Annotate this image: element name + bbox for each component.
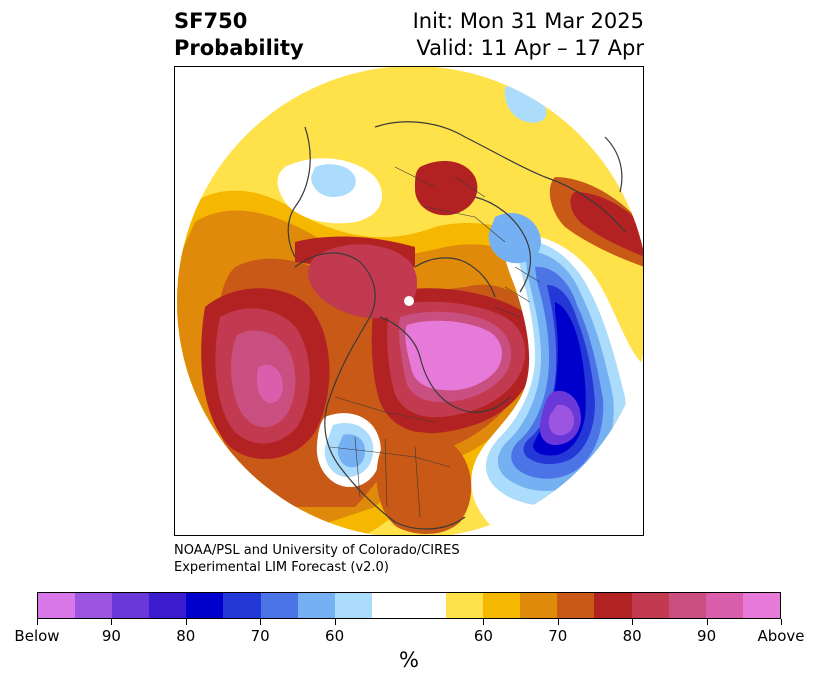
colorbar-tick [334, 619, 336, 625]
colorbar-units: % [399, 648, 419, 672]
credit-line-1: NOAA/PSL and University of Colorado/CIRE… [174, 543, 460, 558]
colorbar-tick [185, 619, 187, 625]
colorbar-segment [186, 593, 224, 618]
colorbar-segment [742, 593, 780, 618]
colorbar-segment [149, 593, 187, 618]
north-america-coast [294, 252, 466, 530]
contour-above-max-central [405, 320, 502, 391]
colorbar-segment [668, 593, 706, 618]
credit-line-2: Experimental LIM Forecast (v2.0) [174, 560, 389, 575]
date-block: Init: Mon 31 Mar 2025 Valid: 11 Apr – 17… [413, 8, 644, 62]
product-name: Probability [174, 36, 304, 60]
colorbar-segment [446, 593, 484, 618]
init-date: Init: Mon 31 Mar 2025 [412, 9, 644, 33]
map-title: SF750 Probability [174, 8, 304, 62]
colorbar-tick-label: Above [757, 627, 805, 645]
contour-below-60-europe [488, 213, 541, 264]
colorbar-tick-label: 60 [473, 627, 493, 645]
colorbar-segment [631, 593, 669, 618]
colorbar-tick [483, 619, 485, 625]
colorbar-tick [706, 619, 708, 625]
colorbar-tick [260, 619, 262, 625]
colorbar-segment [371, 593, 409, 618]
contour-above-75-us-south [376, 432, 472, 534]
colorbar-segment [557, 593, 595, 618]
colorbar-tick-label: 90 [697, 627, 717, 645]
variable-name: SF750 [174, 9, 248, 33]
colorbar-tick [111, 619, 113, 625]
colorbar-segment [260, 593, 298, 618]
colorbar-segment [112, 593, 150, 618]
contour-above-80-eurasia [415, 161, 478, 216]
china-coast [604, 136, 623, 193]
colorbar-segment [38, 593, 76, 618]
probability-map [177, 67, 643, 535]
colorbar-segment [334, 593, 372, 618]
eurasia-borders [394, 166, 506, 243]
colorbar-segment [223, 593, 261, 618]
colorbar-segment [483, 593, 521, 618]
contour-below-max-atlantic [548, 404, 574, 436]
credit-text: NOAA/PSL and University of Colorado/CIRE… [174, 542, 460, 576]
colorbar [37, 592, 781, 619]
colorbar-tick [781, 619, 782, 625]
hudson-bay-coast [379, 316, 511, 413]
borders [329, 166, 541, 518]
us-state-lines [329, 446, 451, 468]
valid-range: Valid: 11 Apr – 17 Apr [416, 36, 644, 60]
colorbar-segment [297, 593, 335, 618]
contour-below-light-asia [504, 85, 547, 123]
colorbar-tick [557, 619, 559, 625]
europe-borders [494, 266, 541, 318]
colorbar-tick-label: 70 [250, 627, 270, 645]
colorbar-tick-label: 80 [622, 627, 642, 645]
alaska-coast [287, 126, 311, 258]
contour-above-85-north [308, 244, 418, 319]
colorbar-tick [632, 619, 634, 625]
colorbar-segment [408, 593, 447, 618]
colorbar-tick [37, 619, 38, 625]
us-state-verticals [354, 436, 421, 518]
eurasia-coast [374, 121, 626, 233]
contour-above-max-pacific [257, 364, 283, 403]
europe-coast [474, 196, 532, 293]
map-panel [174, 66, 644, 536]
north-pole-marker [404, 296, 414, 306]
colorbar-tick-label: 60 [325, 627, 345, 645]
colorbar-segment [594, 593, 632, 618]
colorbar-segment [520, 593, 558, 618]
colorbar-tick-label: 90 [101, 627, 121, 645]
colorbar-segment [75, 593, 113, 618]
coastlines [287, 121, 626, 530]
us-canada-border [334, 396, 436, 423]
colorbar-tick-label: Below [14, 627, 60, 645]
colorbar-segment [705, 593, 743, 618]
contour-above-80-asia [570, 192, 643, 257]
contour-below-60-us-west [337, 434, 365, 468]
colorbar-tick-label: 70 [548, 627, 568, 645]
colorbar-tick-label: 80 [176, 627, 196, 645]
contour-below-light-arctic [311, 164, 356, 197]
arctic-coast [414, 257, 496, 298]
